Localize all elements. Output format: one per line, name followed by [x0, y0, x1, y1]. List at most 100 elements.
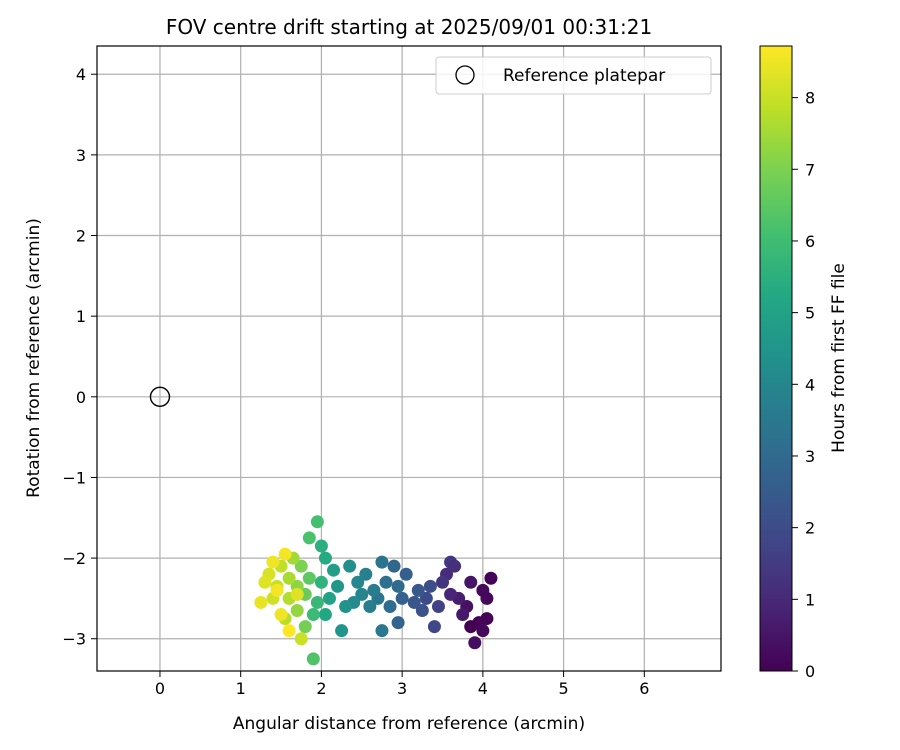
data-point	[391, 616, 405, 630]
colorbar-label: Hours from first FF file	[829, 263, 849, 453]
data-point	[314, 575, 328, 589]
data-point	[444, 587, 458, 601]
data-point	[266, 555, 280, 569]
data-point	[423, 579, 437, 593]
data-point	[411, 583, 425, 597]
colorbar: 0 1 2 3 4 5 6 7 8 Hours from first FF file	[759, 45, 849, 681]
colorbar-ticks: 0 1 2 3 4 5 6 7 8	[792, 89, 815, 681]
x-tick-label: 2	[316, 679, 326, 698]
plot-area-frame	[96, 45, 722, 672]
reference-marker-layer	[149, 386, 171, 408]
data-point	[258, 575, 272, 589]
data-point	[331, 579, 345, 593]
x-tick-label: 3	[397, 679, 407, 698]
chart-title: FOV centre drift starting at 2025/09/01 …	[166, 15, 652, 39]
data-point	[379, 575, 393, 589]
y-tick-label: −2	[62, 549, 86, 568]
x-tick-label: 1	[236, 679, 246, 698]
data-point	[355, 587, 369, 601]
data-point	[290, 587, 304, 601]
data-point	[395, 591, 409, 605]
data-point	[335, 624, 349, 638]
data-point	[318, 551, 332, 565]
data-point	[270, 583, 284, 597]
data-point	[318, 608, 332, 622]
data-point	[314, 539, 328, 553]
data-point	[322, 591, 336, 605]
x-tick-label: 6	[639, 679, 649, 698]
colorbar-tick-label: 1	[805, 590, 815, 609]
x-tick-label: 4	[478, 679, 488, 698]
reference-point-marker	[149, 386, 171, 408]
data-point	[367, 583, 381, 597]
data-point	[278, 547, 292, 561]
y-axis-ticks: −3 −2 −1 0 1 2 3 4	[62, 65, 97, 649]
x-axis-ticks: 0 1 2 3 4 5 6	[155, 671, 649, 698]
data-point	[351, 575, 365, 589]
data-point	[339, 599, 353, 613]
data-point	[310, 595, 324, 609]
data-point	[456, 608, 470, 622]
data-point	[427, 620, 441, 634]
data-point	[468, 636, 482, 650]
colorbar-tick-label: 8	[805, 89, 815, 108]
data-point	[282, 571, 296, 585]
data-point	[306, 608, 320, 622]
legend-reference-marker	[455, 65, 475, 85]
colorbar-tick-label: 7	[805, 160, 815, 179]
x-axis-label: Angular distance from reference (arcmin)	[233, 714, 585, 734]
data-point	[310, 515, 324, 529]
data-point	[327, 563, 341, 577]
data-point	[415, 604, 429, 618]
data-point	[436, 575, 450, 589]
x-tick-label: 5	[558, 679, 568, 698]
data-point	[480, 591, 494, 605]
colorbar-tick-label: 6	[805, 232, 815, 251]
data-point	[343, 559, 357, 573]
data-point	[387, 559, 401, 573]
colorbar-gradient	[759, 45, 793, 672]
data-point	[419, 591, 433, 605]
data-point	[407, 595, 421, 609]
data-point	[363, 599, 377, 613]
y-tick-label: −3	[62, 630, 86, 649]
colorbar-tick-label: 2	[805, 519, 815, 538]
data-point	[399, 567, 413, 581]
y-tick-label: 3	[76, 146, 86, 165]
colorbar-tick-label: 0	[805, 662, 815, 681]
y-tick-label: 1	[76, 307, 86, 326]
data-point	[484, 571, 498, 585]
data-point	[480, 612, 494, 626]
data-point	[294, 632, 308, 646]
data-point	[274, 608, 288, 622]
data-point	[298, 620, 312, 634]
legend-label: Reference platepar	[503, 66, 665, 86]
y-tick-label: 2	[76, 227, 86, 246]
data-point	[375, 555, 389, 569]
y-tick-label: −1	[62, 468, 86, 487]
data-point	[431, 599, 445, 613]
legend: Reference platepar	[435, 56, 712, 95]
y-tick-label: 4	[76, 65, 86, 84]
data-point	[375, 624, 389, 638]
data-point	[464, 620, 478, 634]
y-axis-label: Rotation from reference (arcmin)	[24, 218, 44, 498]
data-point	[476, 624, 490, 638]
x-tick-label: 0	[155, 679, 165, 698]
data-point	[302, 571, 316, 585]
data-point	[294, 559, 308, 573]
data-point	[391, 579, 405, 593]
y-tick-label: 0	[76, 388, 86, 407]
data-point	[282, 624, 296, 638]
data-point	[254, 595, 268, 609]
data-point	[359, 567, 373, 581]
data-point	[290, 604, 304, 618]
grid	[97, 46, 721, 671]
data-point	[448, 559, 462, 573]
colorbar-tick-label: 4	[805, 375, 815, 394]
legend-box	[435, 56, 712, 95]
data-point	[383, 599, 397, 613]
colorbar-tick-label: 3	[805, 447, 815, 466]
data-point	[302, 531, 316, 545]
data-point	[464, 575, 478, 589]
